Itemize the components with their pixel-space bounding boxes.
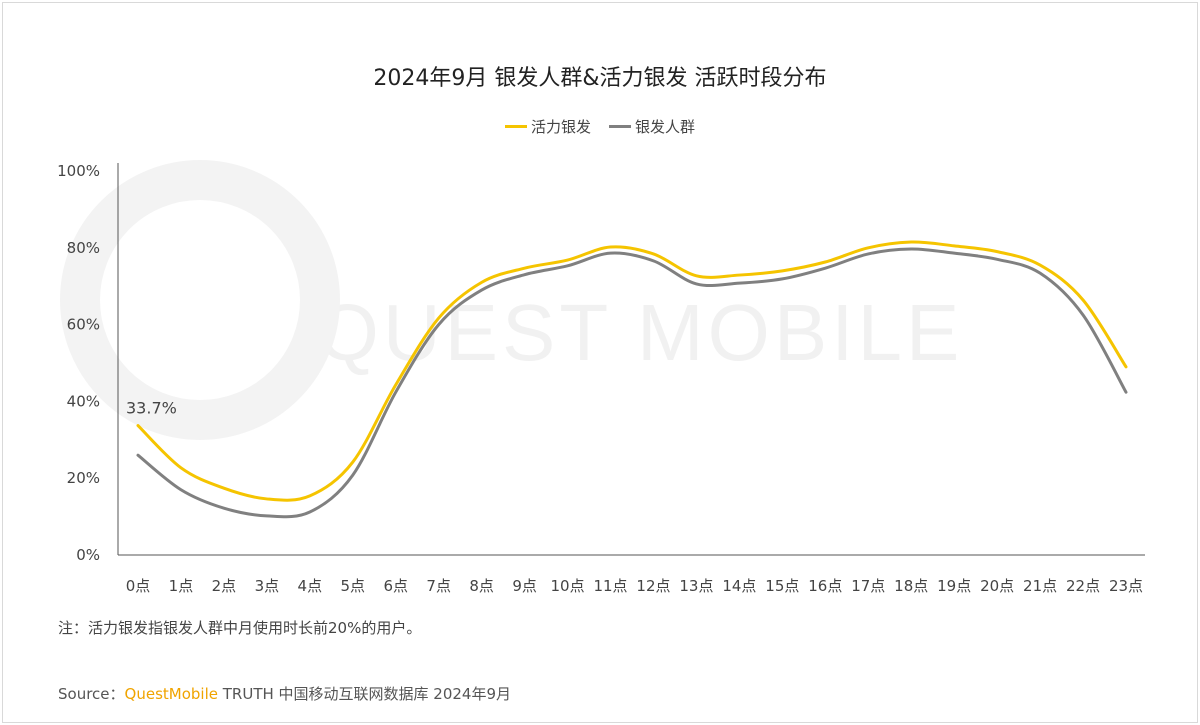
x-tick-label: 1点	[169, 577, 194, 595]
legend-item-active-silver: 活力银发	[504, 116, 591, 137]
x-tick-label: 17点	[851, 577, 885, 595]
x-tick-label: 13点	[679, 577, 713, 595]
x-tick-label: 23点	[1109, 577, 1143, 595]
x-tick-label: 7点	[426, 577, 451, 595]
y-tick-label: 20%	[67, 469, 100, 487]
legend-swatch-gray	[609, 125, 631, 128]
x-tick-label: 11点	[593, 577, 627, 595]
y-tick-label: 80%	[67, 239, 100, 257]
data-label: 33.7%	[126, 399, 177, 418]
legend-item-silver: 银发人群	[609, 116, 695, 137]
series-line-活力银发	[136, 240, 1128, 502]
x-tick-label: 10点	[551, 577, 585, 595]
x-tick-label: 14点	[722, 577, 756, 595]
legend: 活力银发 银发人群	[0, 116, 1200, 137]
source-brand: QuestMobile	[124, 685, 218, 703]
x-tick-label: 19点	[937, 577, 971, 595]
x-tick-label: 2点	[212, 577, 237, 595]
y-tick-label: 0%	[76, 546, 100, 564]
legend-label: 活力银发	[530, 118, 591, 136]
legend-label: 银发人群	[635, 118, 696, 136]
footnote: 注：活力银发指银发人群中月使用时长前20%的用户。	[58, 619, 422, 637]
x-tick-label: 8点	[469, 577, 494, 595]
source-prefix: Source：	[58, 685, 125, 703]
y-tick-label: 60%	[67, 316, 100, 334]
x-tick-label: 0点	[126, 577, 151, 595]
watermark: QUEST MOBILE	[317, 288, 964, 377]
x-tick-label: 20点	[980, 577, 1014, 595]
x-tick-label: 6点	[383, 577, 408, 595]
x-tick-label: 21点	[1023, 577, 1057, 595]
x-tick-label: 16点	[808, 577, 842, 595]
x-tick-label: 15点	[765, 577, 799, 595]
series-line-银发人群	[136, 247, 1128, 519]
x-tick-label: 4点	[298, 577, 323, 595]
source-rest: TRUTH 中国移动互联网数据库 2024年9月	[217, 685, 512, 703]
chart-title: 2024年9月 银发人群&活力银发 活跃时段分布	[373, 66, 827, 91]
x-tick-label: 5点	[341, 577, 366, 595]
x-tick-label: 9点	[512, 577, 537, 595]
y-tick-label: 40%	[67, 392, 100, 410]
y-tick-label: 100%	[57, 162, 100, 180]
x-tick-label: 3点	[255, 577, 280, 595]
legend-swatch-yellow	[504, 125, 527, 128]
x-tick-label: 18点	[894, 577, 928, 595]
watermark-logo	[60, 160, 340, 440]
x-tick-label: 22点	[1066, 577, 1100, 595]
source-line: Source：QuestMobile TRUTH 中国移动互联网数据库 2024…	[58, 683, 511, 704]
x-tick-label: 12点	[636, 577, 670, 595]
